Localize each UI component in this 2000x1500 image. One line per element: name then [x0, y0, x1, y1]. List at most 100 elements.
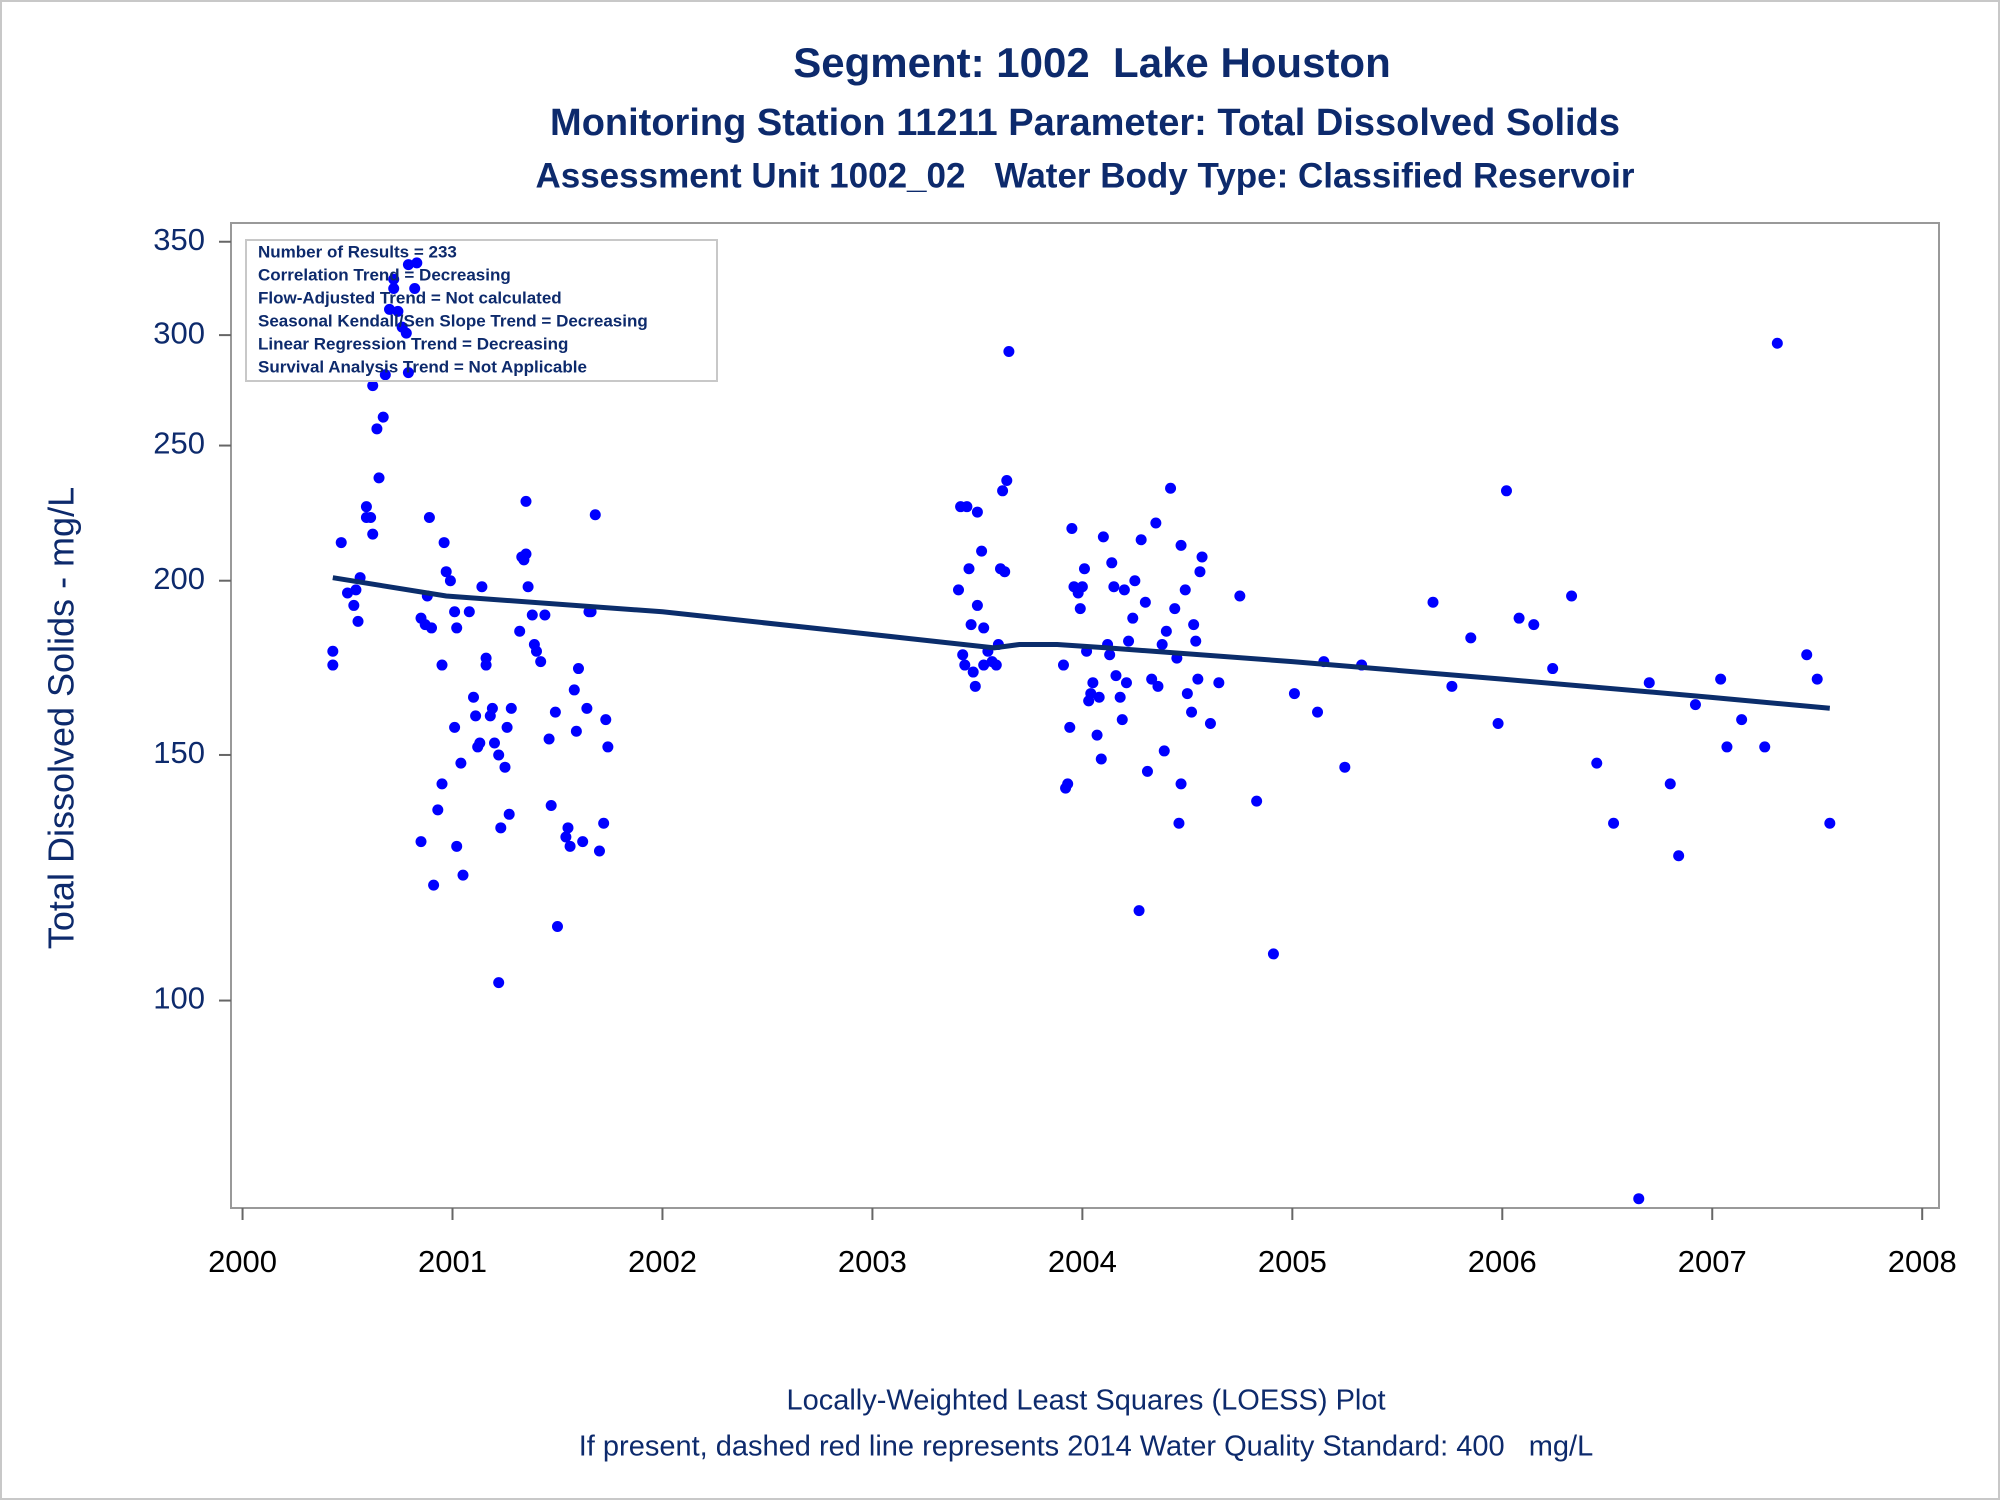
data-point [1446, 680, 1458, 692]
data-point [1150, 517, 1162, 529]
data-point [423, 511, 435, 523]
loess-line [332, 575, 1831, 711]
data-point [990, 659, 1002, 671]
data-point [1074, 603, 1086, 615]
data-point [1566, 590, 1578, 602]
data-point [1801, 649, 1813, 661]
data-point [961, 501, 973, 513]
data-point [348, 599, 360, 611]
data-point [514, 625, 526, 637]
data-point [1139, 596, 1151, 608]
data-point [367, 380, 379, 392]
data-point [1194, 566, 1206, 578]
data-point [457, 869, 469, 881]
data-point [470, 710, 482, 722]
data-point [1186, 706, 1198, 718]
data-point [1120, 677, 1132, 689]
data-point [1064, 721, 1076, 733]
data-point [1643, 677, 1655, 689]
data-point [384, 303, 396, 315]
data-point [562, 822, 574, 834]
info-text: Correlation Trend = Decreasing [258, 265, 511, 284]
data-point [530, 645, 542, 657]
data-point [1312, 706, 1324, 718]
y-tick-label: 300 [153, 315, 205, 350]
data-point [352, 615, 364, 627]
data-point [978, 659, 990, 671]
data-point [1528, 619, 1540, 631]
data-point [493, 749, 505, 761]
x-tick-label: 2000 [208, 1244, 277, 1279]
data-point [1492, 717, 1504, 729]
data-point [1591, 757, 1603, 769]
data-point [965, 619, 977, 631]
data-point [1288, 688, 1300, 700]
data-point [1234, 590, 1246, 602]
data-point [520, 495, 532, 507]
data-point [1689, 699, 1701, 711]
data-point [455, 757, 467, 769]
data-point [377, 411, 389, 423]
data-point [963, 563, 975, 575]
data-point [1824, 817, 1836, 829]
data-point [967, 666, 979, 678]
data-point [1175, 539, 1187, 551]
data-point [493, 977, 505, 989]
data-point [602, 741, 614, 753]
data-point [428, 879, 440, 891]
data-point [1213, 677, 1225, 689]
data-point [388, 273, 400, 285]
data-point [436, 659, 448, 671]
data-point [1192, 673, 1204, 685]
data-point [600, 714, 612, 726]
x-tick-label: 2004 [1048, 1244, 1117, 1279]
data-point [373, 472, 385, 484]
data-point [388, 282, 400, 294]
data-point [1133, 905, 1145, 917]
data-point [581, 702, 593, 714]
data-point [969, 680, 981, 692]
data-point [598, 817, 610, 829]
data-point [449, 721, 461, 733]
data-point [392, 305, 404, 317]
info-box [245, 239, 718, 382]
data-point [1085, 688, 1097, 700]
info-text: Number of Results = 233 [258, 242, 457, 261]
data-point [1251, 795, 1263, 807]
data-point [503, 808, 515, 820]
data-point [1097, 531, 1109, 543]
data-point [543, 733, 555, 745]
info-text: Survival Analysis Trend = Not Applicable [258, 357, 587, 376]
data-point [971, 599, 983, 611]
footnote: If present, dashed red line represents 2… [579, 1431, 1594, 1463]
y-tick-label: 150 [153, 735, 205, 770]
data-point [438, 537, 450, 549]
data-point [444, 575, 456, 587]
data-point [1129, 575, 1141, 587]
data-point [1003, 345, 1015, 357]
data-point [959, 659, 971, 671]
data-point [520, 548, 532, 560]
data-point [1664, 778, 1676, 790]
x-tick-label: 2006 [1468, 1244, 1537, 1279]
data-point [953, 584, 965, 596]
data-point [1339, 761, 1351, 773]
data-point [593, 845, 605, 857]
y-tick-label: 350 [153, 222, 205, 257]
data-point [1146, 673, 1158, 685]
data-point [495, 822, 507, 834]
data-point [327, 659, 339, 671]
data-point [365, 511, 377, 523]
info-text: Flow-Adjusted Trend = Not calculated [258, 288, 562, 307]
data-point [535, 656, 547, 668]
data-point [1093, 691, 1105, 703]
data-point [1114, 691, 1126, 703]
data-point [402, 367, 414, 379]
x-tick-label: 2003 [838, 1244, 907, 1279]
data-point [1771, 337, 1783, 349]
data-point [526, 609, 538, 621]
data-point [1500, 485, 1512, 497]
data-point [1759, 741, 1771, 753]
